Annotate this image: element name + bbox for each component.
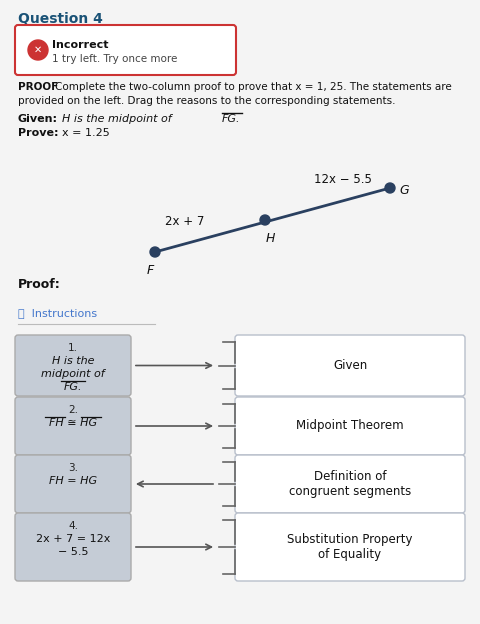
FancyBboxPatch shape <box>15 455 131 513</box>
Text: Midpoint Theorem: Midpoint Theorem <box>296 419 404 432</box>
FancyBboxPatch shape <box>235 335 465 396</box>
Text: FG.: FG. <box>64 382 82 392</box>
Text: H is the midpoint of: H is the midpoint of <box>62 114 175 124</box>
Text: 1 try left. Try once more: 1 try left. Try once more <box>52 54 178 64</box>
FancyBboxPatch shape <box>235 513 465 581</box>
Circle shape <box>28 40 48 60</box>
Text: 3.: 3. <box>68 463 78 473</box>
Text: F: F <box>146 264 154 277</box>
Text: 2.: 2. <box>68 405 78 415</box>
Text: 2x + 7 = 12x: 2x + 7 = 12x <box>36 534 110 544</box>
Text: Incorrect: Incorrect <box>52 40 108 50</box>
FancyBboxPatch shape <box>15 397 131 455</box>
Text: midpoint of: midpoint of <box>41 369 105 379</box>
Text: 2x + 7: 2x + 7 <box>165 215 204 228</box>
Text: − 5.5: − 5.5 <box>58 547 88 557</box>
Text: 1.: 1. <box>68 343 78 353</box>
Text: Given:: Given: <box>18 114 58 124</box>
Text: Substitution Property
of Equality: Substitution Property of Equality <box>287 533 413 561</box>
Text: Given: Given <box>333 359 367 372</box>
Text: 4.: 4. <box>68 521 78 531</box>
Text: ✕: ✕ <box>34 45 42 55</box>
Text: H: H <box>265 232 275 245</box>
Text: x = 1.25: x = 1.25 <box>62 128 110 138</box>
Circle shape <box>260 215 270 225</box>
Text: Question 4: Question 4 <box>18 12 103 26</box>
Text: 12x − 5.5: 12x − 5.5 <box>313 173 372 186</box>
Text: ⓘ  Instructions: ⓘ Instructions <box>18 308 97 318</box>
FancyBboxPatch shape <box>15 25 236 75</box>
Circle shape <box>150 247 160 257</box>
FancyBboxPatch shape <box>15 335 131 396</box>
Circle shape <box>385 183 395 193</box>
Text: Definition of
congruent segments: Definition of congruent segments <box>289 470 411 498</box>
Text: Proof:: Proof: <box>18 278 61 291</box>
Text: FH = HG: FH = HG <box>49 476 97 486</box>
Text: G: G <box>399 183 409 197</box>
Text: H is the: H is the <box>52 356 94 366</box>
FancyBboxPatch shape <box>15 513 131 581</box>
Text: provided on the left. Drag the reasons to the corresponding statements.: provided on the left. Drag the reasons t… <box>18 96 396 106</box>
FancyBboxPatch shape <box>235 455 465 513</box>
Text: PROOF: PROOF <box>18 82 58 92</box>
Text: Complete the two-column proof to prove that x = 1, 25. The statements are: Complete the two-column proof to prove t… <box>55 82 452 92</box>
Text: Prove:: Prove: <box>18 128 59 138</box>
FancyBboxPatch shape <box>235 397 465 455</box>
Text: FH ≅ HG: FH ≅ HG <box>49 418 97 428</box>
Text: FG.: FG. <box>222 114 240 124</box>
